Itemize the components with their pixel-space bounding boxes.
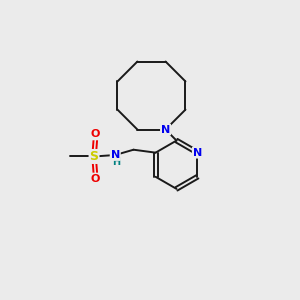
Text: N: N: [111, 150, 120, 160]
Text: H: H: [112, 158, 120, 167]
Text: N: N: [161, 124, 170, 134]
Text: N: N: [193, 148, 202, 158]
Text: O: O: [91, 129, 100, 140]
Text: O: O: [91, 174, 100, 184]
Text: S: S: [90, 150, 99, 163]
